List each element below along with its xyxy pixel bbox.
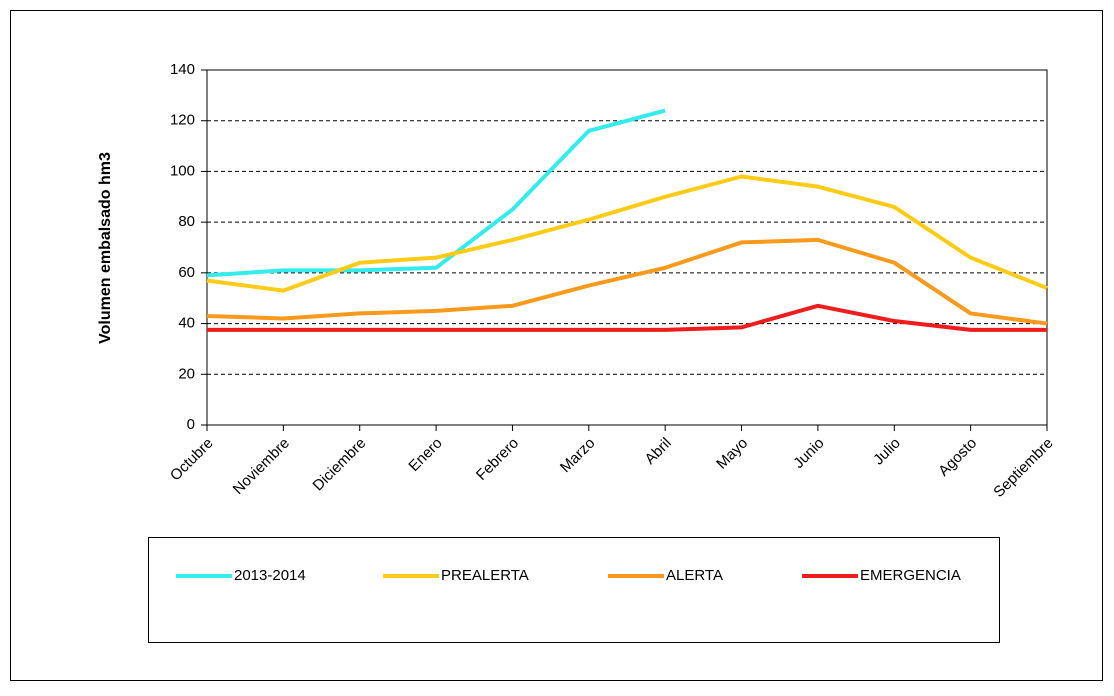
legend-box	[148, 537, 1000, 643]
legend-label: ALERTA	[666, 567, 723, 584]
y-axis-label: Volumen embalsado hm3	[97, 152, 114, 344]
y-tick-label: 20	[178, 365, 195, 382]
y-tick-label: 80	[178, 213, 195, 230]
y-tick-label: 40	[178, 315, 195, 332]
series-line	[206, 237, 1048, 326]
series-line	[206, 174, 1048, 293]
series-line	[207, 303, 1047, 332]
legend-label: 2013-2014	[234, 567, 306, 584]
y-tick-label: 100	[170, 162, 195, 179]
y-tick-label: 120	[170, 112, 195, 129]
legend-label: EMERGENCIA	[860, 567, 961, 584]
series-line	[206, 108, 666, 278]
y-tick-label: 60	[178, 264, 195, 281]
plot-area	[206, 69, 1048, 426]
legend-label: PREALERTA	[441, 567, 529, 584]
y-tick-label: 140	[170, 61, 195, 78]
y-tick-label: 0	[187, 416, 195, 433]
